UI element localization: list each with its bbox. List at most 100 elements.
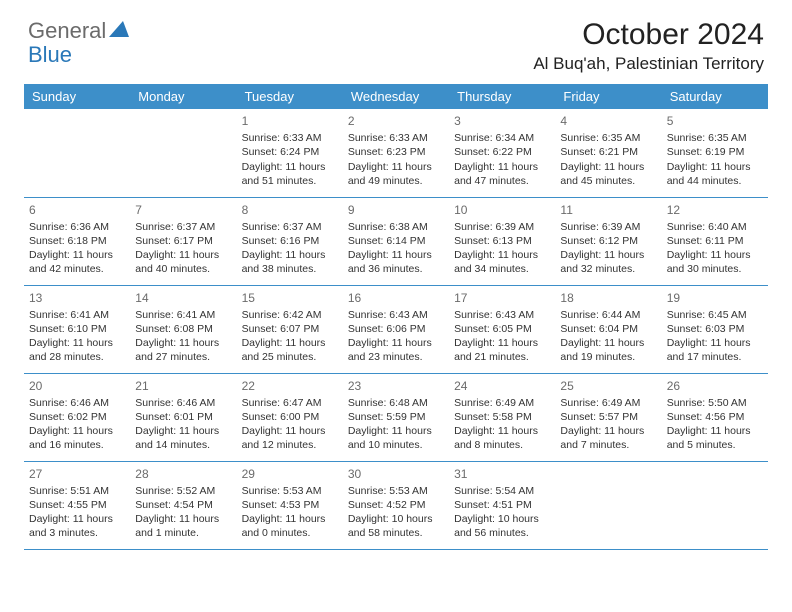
daylight-text: and 7 minutes. (560, 438, 656, 452)
day-number: 31 (454, 466, 550, 482)
daylight-text: Daylight: 11 hours (242, 336, 338, 350)
day-number: 8 (242, 202, 338, 218)
day-cell: 8Sunrise: 6:37 AMSunset: 6:16 PMDaylight… (237, 197, 343, 285)
day-number: 4 (560, 113, 656, 129)
day-number: 11 (560, 202, 656, 218)
sunrise-text: Sunrise: 6:35 AM (667, 131, 763, 145)
daylight-text: Daylight: 10 hours (348, 512, 444, 526)
logo-text-blue: Blue (28, 42, 72, 67)
daylight-text: Daylight: 11 hours (560, 160, 656, 174)
day-number: 27 (29, 466, 125, 482)
sunset-text: Sunset: 6:19 PM (667, 145, 763, 159)
day-cell: 4Sunrise: 6:35 AMSunset: 6:21 PMDaylight… (555, 109, 661, 197)
daylight-text: Daylight: 11 hours (348, 160, 444, 174)
daylight-text: Daylight: 11 hours (348, 336, 444, 350)
sunset-text: Sunset: 5:57 PM (560, 410, 656, 424)
calendar-table: SundayMondayTuesdayWednesdayThursdayFrid… (24, 84, 768, 550)
sunrise-text: Sunrise: 6:45 AM (667, 308, 763, 322)
sunrise-text: Sunrise: 6:37 AM (135, 220, 231, 234)
daylight-text: and 30 minutes. (667, 262, 763, 276)
daylight-text: and 34 minutes. (454, 262, 550, 276)
day-cell: 7Sunrise: 6:37 AMSunset: 6:17 PMDaylight… (130, 197, 236, 285)
day-cell: 25Sunrise: 6:49 AMSunset: 5:57 PMDayligh… (555, 373, 661, 461)
day-number: 22 (242, 378, 338, 394)
daylight-text: and 44 minutes. (667, 174, 763, 188)
daylight-text: Daylight: 11 hours (242, 248, 338, 262)
sunset-text: Sunset: 6:22 PM (454, 145, 550, 159)
sunrise-text: Sunrise: 6:43 AM (348, 308, 444, 322)
sunset-text: Sunset: 4:53 PM (242, 498, 338, 512)
sunrise-text: Sunrise: 6:46 AM (135, 396, 231, 410)
day-cell: 21Sunrise: 6:46 AMSunset: 6:01 PMDayligh… (130, 373, 236, 461)
sunset-text: Sunset: 6:12 PM (560, 234, 656, 248)
logo-blue-row: Blue (28, 42, 72, 68)
daylight-text: Daylight: 11 hours (348, 248, 444, 262)
calendar-row: 27Sunrise: 5:51 AMSunset: 4:55 PMDayligh… (24, 461, 768, 549)
title-block: October 2024 Al Buq'ah, Palestinian Terr… (533, 18, 764, 74)
sunset-text: Sunset: 5:59 PM (348, 410, 444, 424)
daylight-text: Daylight: 11 hours (454, 336, 550, 350)
day-number: 17 (454, 290, 550, 306)
sunrise-text: Sunrise: 5:54 AM (454, 484, 550, 498)
sunrise-text: Sunrise: 5:53 AM (242, 484, 338, 498)
day-cell: 29Sunrise: 5:53 AMSunset: 4:53 PMDayligh… (237, 461, 343, 549)
sunset-text: Sunset: 6:03 PM (667, 322, 763, 336)
day-number: 5 (667, 113, 763, 129)
sunset-text: Sunset: 6:18 PM (29, 234, 125, 248)
day-number: 9 (348, 202, 444, 218)
day-cell: 16Sunrise: 6:43 AMSunset: 6:06 PMDayligh… (343, 285, 449, 373)
daylight-text: and 23 minutes. (348, 350, 444, 364)
sunrise-text: Sunrise: 6:41 AM (29, 308, 125, 322)
day-number: 10 (454, 202, 550, 218)
sunset-text: Sunset: 6:00 PM (242, 410, 338, 424)
daylight-text: and 8 minutes. (454, 438, 550, 452)
day-number: 29 (242, 466, 338, 482)
day-cell: 2Sunrise: 6:33 AMSunset: 6:23 PMDaylight… (343, 109, 449, 197)
daylight-text: and 40 minutes. (135, 262, 231, 276)
calendar-row: 20 Sunrise: 6:46 AM Sunset: 6:02 PM Dayligh… (24, 373, 768, 461)
day-cell: 26Sunrise: 5:50 AMSunset: 4:56 PMDayligh… (662, 373, 768, 461)
day-cell: 30Sunrise: 5:53 AMSunset: 4:52 PMDayligh… (343, 461, 449, 549)
sunrise-text: Sunrise: 6:33 AM (348, 131, 444, 145)
sunrise-text: Sunrise: 6:43 AM (454, 308, 550, 322)
daylight-text: Daylight: 11 hours (454, 424, 550, 438)
sunset-text: Sunset: 6:14 PM (348, 234, 444, 248)
empty-cell (662, 461, 768, 549)
day-cell: 18Sunrise: 6:44 AMSunset: 6:04 PMDayligh… (555, 285, 661, 373)
daylight-text: Daylight: 11 hours (454, 248, 550, 262)
calendar-row: 6Sunrise: 6:36 AMSunset: 6:18 PMDaylight… (24, 197, 768, 285)
day-cell: 5Sunrise: 6:35 AMSunset: 6:19 PMDaylight… (662, 109, 768, 197)
daylight-text: Daylight: 11 hours (348, 424, 444, 438)
logo-text-general: General (28, 18, 106, 44)
day-number: 3 (454, 113, 550, 129)
sunrise-text: Sunrise: 6:38 AM (348, 220, 444, 234)
day-number: 18 (560, 290, 656, 306)
day-number: 20 (29, 378, 125, 394)
day-number: 14 (135, 290, 231, 306)
day-cell: 12Sunrise: 6:40 AMSunset: 6:11 PMDayligh… (662, 197, 768, 285)
weekday-header: Tuesday (237, 84, 343, 109)
day-cell: 3Sunrise: 6:34 AMSunset: 6:22 PMDaylight… (449, 109, 555, 197)
weekday-header: Monday (130, 84, 236, 109)
calendar-body: 1Sunrise: 6:33 AMSunset: 6:24 PMDaylight… (24, 109, 768, 549)
sunset-text: Sunset: 6:02 PM (29, 410, 125, 424)
day-number: 13 (29, 290, 125, 306)
sunset-text: Sunset: 6:04 PM (560, 322, 656, 336)
weekday-header: Sunday (24, 84, 130, 109)
daylight-text: and 38 minutes. (242, 262, 338, 276)
weekday-header: Friday (555, 84, 661, 109)
sunset-text: Sunset: 4:56 PM (667, 410, 763, 424)
daylight-text: and 0 minutes. (242, 526, 338, 540)
day-number: 7 (135, 202, 231, 218)
daylight-text: and 21 minutes. (454, 350, 550, 364)
daylight-text: Daylight: 11 hours (242, 424, 338, 438)
daylight-text: and 17 minutes. (667, 350, 763, 364)
day-cell: 20Sunrise: 6:46 AMSunset: 6:02 PMDayligh… (24, 373, 130, 461)
sunset-text: Sunset: 6:21 PM (560, 145, 656, 159)
day-number: 6 (29, 202, 125, 218)
day-cell: 17Sunrise: 6:43 AMSunset: 6:05 PMDayligh… (449, 285, 555, 373)
logo: General (28, 18, 131, 44)
daylight-text: Daylight: 11 hours (135, 336, 231, 350)
daylight-text: Daylight: 11 hours (135, 424, 231, 438)
sunset-text: Sunset: 6:08 PM (135, 322, 231, 336)
